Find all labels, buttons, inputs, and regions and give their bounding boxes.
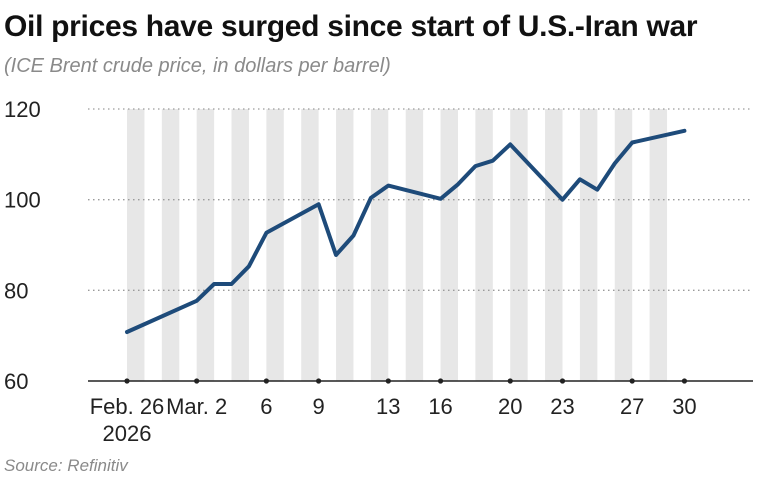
y-tick-label-120: 120 — [4, 97, 41, 122]
weekday-band-4 — [266, 109, 284, 381]
weekday-band-13 — [579, 109, 598, 381]
chart-subtitle: (ICE Brent crude price, in dollars per b… — [4, 55, 391, 77]
x-tick-dot-5 — [437, 378, 444, 384]
y-tick-label-80: 80 — [4, 278, 28, 303]
source-note: Source: Refinitiv — [4, 456, 128, 475]
x-tick-label-9: 30 — [672, 394, 696, 419]
weekday-band-5 — [301, 109, 319, 381]
weekday-band-2 — [196, 109, 215, 381]
weekday-band-12 — [545, 109, 563, 381]
y-gridlines — [88, 108, 753, 291]
x-tick-dot-6 — [507, 378, 513, 384]
x-tick-dot-3 — [316, 378, 322, 384]
x-tick-label-5: 16 — [428, 394, 452, 419]
x-tick-dot-2 — [263, 378, 269, 384]
brent-price-line — [125, 128, 687, 334]
x-tick-dot-9 — [681, 378, 688, 384]
weekday-band-7 — [370, 109, 389, 381]
x-tick-dot-8 — [629, 378, 635, 384]
y-tick-label-100: 100 — [4, 188, 41, 213]
x-tick-label-year-0: 2026 — [103, 421, 152, 446]
x-tick-dot-4 — [385, 378, 391, 384]
x-tick-label-8: 27 — [620, 394, 644, 419]
y-tick-label-60: 60 — [4, 369, 28, 394]
weekday-band-10 — [475, 109, 493, 381]
y-axis-tick-labels: 60 80 100 120 — [4, 97, 41, 394]
x-tick-label-7: 23 — [550, 394, 574, 419]
weekday-band-0 — [127, 109, 145, 381]
x-tick-dot-7 — [559, 378, 566, 384]
weekday-bands — [127, 109, 668, 381]
weekday-band-11 — [510, 109, 528, 381]
x-tick-dot-0 — [124, 378, 130, 384]
chart-title: Oil prices have surged since start of U.… — [4, 10, 698, 43]
x-tick-label-6: 20 — [498, 394, 522, 419]
x-tick-label-1: Mar. 2 — [166, 394, 227, 419]
weekday-band-14 — [614, 109, 633, 381]
x-tick-label-0: Feb. 26 — [90, 394, 165, 419]
x-tick-label-4: 13 — [376, 394, 400, 419]
weekday-band-8 — [405, 109, 424, 381]
weekday-band-1 — [161, 109, 180, 381]
weekday-band-9 — [440, 109, 458, 381]
weekday-band-3 — [231, 109, 249, 381]
x-tick-label-2: 6 — [260, 394, 272, 419]
x-tick-label-3: 9 — [312, 394, 324, 419]
weekday-band-15 — [649, 109, 668, 381]
x-tick-dot-1 — [194, 378, 200, 384]
